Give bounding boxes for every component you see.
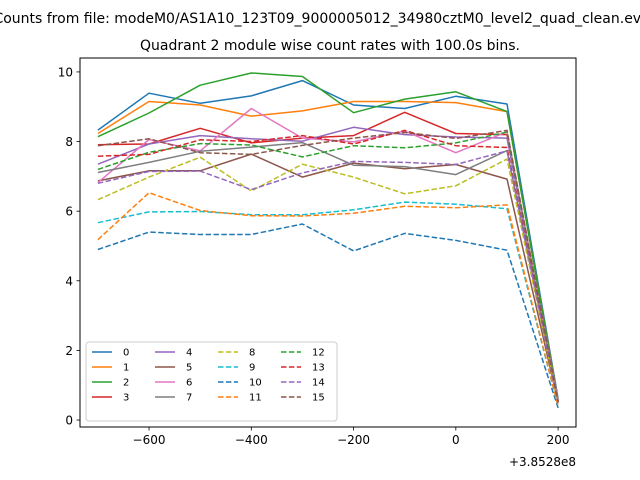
legend-label-4: 4 bbox=[186, 348, 192, 359]
series-line-11 bbox=[97, 191, 559, 407]
series-line-8 bbox=[97, 156, 559, 403]
legend-label-13: 13 bbox=[312, 363, 325, 374]
y-tick-label: 10 bbox=[58, 65, 73, 79]
chart-title: Quadrant 2 module wise count rates with … bbox=[140, 38, 520, 54]
series-line-12 bbox=[97, 131, 559, 403]
series-line-14 bbox=[97, 150, 559, 403]
legend-label-9: 9 bbox=[249, 363, 255, 374]
legend-label-3: 3 bbox=[123, 393, 129, 404]
plot-frame bbox=[79, 57, 577, 428]
series-line-13 bbox=[97, 129, 559, 403]
x-tick-label: −600 bbox=[133, 433, 166, 447]
legend-label-15: 15 bbox=[312, 393, 325, 404]
legend-label-7: 7 bbox=[186, 393, 192, 404]
chart-suptitle: Counts from file: modeM0/AS1A10_123T09_9… bbox=[0, 11, 640, 27]
series-line-15 bbox=[97, 129, 559, 403]
legend-label-12: 12 bbox=[312, 348, 325, 359]
series-line-1 bbox=[97, 100, 559, 401]
x-tick-label: 0 bbox=[452, 433, 460, 447]
legend-label-6: 6 bbox=[186, 378, 192, 389]
y-tick-label: 4 bbox=[65, 274, 73, 288]
legend-label-10: 10 bbox=[249, 378, 262, 389]
x-offset-label: +3.8528e8 bbox=[509, 455, 576, 469]
y-tick-label: 0 bbox=[65, 414, 73, 428]
series-line-2 bbox=[97, 72, 559, 402]
series-lines bbox=[97, 72, 559, 409]
y-tick-label: 8 bbox=[65, 135, 73, 149]
x-tick-label: 200 bbox=[547, 433, 570, 447]
series-line-10 bbox=[97, 223, 559, 409]
x-tick-label: −200 bbox=[337, 433, 370, 447]
legend-label-14: 14 bbox=[312, 378, 325, 389]
legend-label-2: 2 bbox=[123, 378, 129, 389]
y-tick-label: 6 bbox=[65, 205, 73, 219]
series-line-7 bbox=[97, 141, 559, 403]
legend-label-5: 5 bbox=[186, 363, 192, 374]
legend-label-0: 0 bbox=[123, 348, 129, 359]
legend-box bbox=[85, 341, 338, 422]
legend-label-11: 11 bbox=[249, 393, 262, 404]
series-line-9 bbox=[97, 201, 559, 407]
legend-label-8: 8 bbox=[249, 348, 255, 359]
y-tick-label: 2 bbox=[65, 344, 73, 358]
x-tick-label: −400 bbox=[235, 433, 268, 447]
legend-label-1: 1 bbox=[123, 363, 129, 374]
